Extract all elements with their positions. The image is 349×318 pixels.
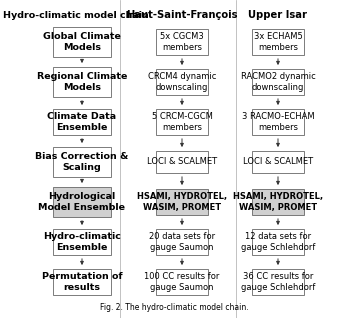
Text: LOCI & SCALMET: LOCI & SCALMET	[243, 157, 313, 167]
FancyBboxPatch shape	[156, 29, 208, 55]
FancyBboxPatch shape	[53, 187, 111, 217]
Text: Global Climate
Models: Global Climate Models	[43, 32, 121, 52]
Text: Hydro-climatic
Ensemble: Hydro-climatic Ensemble	[43, 232, 121, 252]
FancyBboxPatch shape	[156, 269, 208, 295]
FancyBboxPatch shape	[252, 229, 304, 255]
Text: 3x ECHAM5
members: 3x ECHAM5 members	[254, 32, 302, 52]
FancyBboxPatch shape	[53, 269, 111, 295]
FancyBboxPatch shape	[156, 69, 208, 95]
FancyBboxPatch shape	[252, 69, 304, 95]
Text: 100 CC results for
gauge Saumon: 100 CC results for gauge Saumon	[144, 272, 220, 292]
Text: Climate Data
Ensemble: Climate Data Ensemble	[47, 112, 117, 132]
FancyBboxPatch shape	[156, 151, 208, 173]
FancyBboxPatch shape	[252, 269, 304, 295]
FancyBboxPatch shape	[156, 229, 208, 255]
FancyBboxPatch shape	[252, 109, 304, 135]
Text: LOCI & SCALMET: LOCI & SCALMET	[147, 157, 217, 167]
Text: Upper Isar: Upper Isar	[248, 10, 307, 20]
Text: Fig. 2. The hydro-climatic model chain.: Fig. 2. The hydro-climatic model chain.	[100, 303, 249, 313]
Text: CRCM4 dynamic
downscaling: CRCM4 dynamic downscaling	[148, 72, 216, 92]
Text: Permutation of
results: Permutation of results	[42, 272, 122, 292]
FancyBboxPatch shape	[53, 27, 111, 57]
FancyBboxPatch shape	[53, 109, 111, 135]
Text: 5 CRCM-CGCM
members: 5 CRCM-CGCM members	[151, 112, 213, 132]
Text: RACMO2 dynamic
downscaling: RACMO2 dynamic downscaling	[240, 72, 315, 92]
FancyBboxPatch shape	[156, 109, 208, 135]
FancyBboxPatch shape	[53, 229, 111, 255]
Text: 12 data sets for
gauge Schlehdorf: 12 data sets for gauge Schlehdorf	[241, 232, 315, 252]
Text: Hydro-climatic model chain: Hydro-climatic model chain	[3, 10, 149, 19]
FancyBboxPatch shape	[252, 29, 304, 55]
Text: Regional Climate
Models: Regional Climate Models	[37, 72, 127, 92]
FancyBboxPatch shape	[252, 151, 304, 173]
FancyBboxPatch shape	[53, 67, 111, 97]
FancyBboxPatch shape	[156, 189, 208, 215]
Text: 20 data sets for
gauge Saumon: 20 data sets for gauge Saumon	[149, 232, 215, 252]
Text: Haut-Saint-François: Haut-Saint-François	[126, 10, 238, 20]
Text: HSAMI, HYDROTEL,
WASIM, PROMET: HSAMI, HYDROTEL, WASIM, PROMET	[137, 192, 227, 212]
Text: Bias Correction &
Scaling: Bias Correction & Scaling	[35, 152, 129, 172]
FancyBboxPatch shape	[53, 147, 111, 177]
Text: HSAMI, HYDROTEL,
WASIM, PROMET: HSAMI, HYDROTEL, WASIM, PROMET	[233, 192, 323, 212]
FancyBboxPatch shape	[252, 189, 304, 215]
Text: Hydrological
Model Ensemble: Hydrological Model Ensemble	[38, 192, 126, 212]
Text: 5x CGCM3
members: 5x CGCM3 members	[160, 32, 204, 52]
Text: 3 RACMO-ECHAM
members: 3 RACMO-ECHAM members	[242, 112, 314, 132]
Text: 36 CC results for
gauge Schlehdorf: 36 CC results for gauge Schlehdorf	[241, 272, 315, 292]
